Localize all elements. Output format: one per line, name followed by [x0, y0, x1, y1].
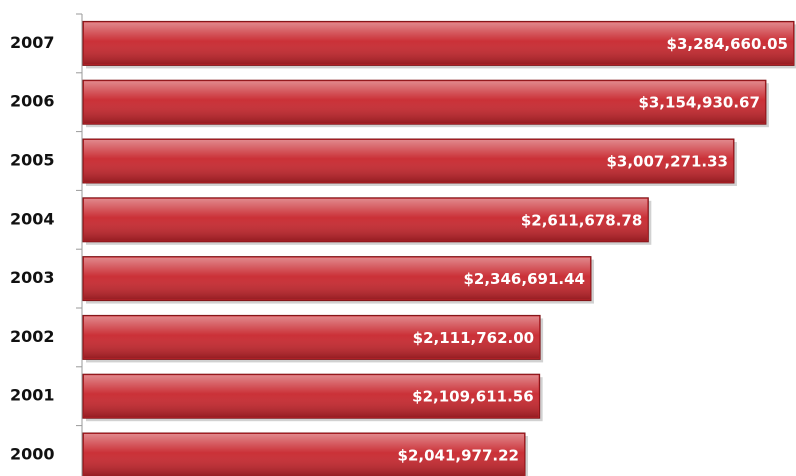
value-label: $2,346,691.44	[463, 270, 584, 288]
value-label: $2,041,977.22	[398, 447, 519, 465]
bar-gloss	[84, 257, 590, 300]
value-label: $2,111,762.00	[413, 329, 534, 347]
y-tick-label: 2001	[10, 386, 55, 405]
bar-gloss	[84, 198, 648, 241]
y-tick-label: 2000	[10, 445, 55, 464]
value-label: $3,154,930.67	[638, 94, 759, 112]
y-tick-label: 2003	[10, 268, 55, 287]
y-tick-label: 2004	[10, 209, 55, 228]
y-tick-label: 2005	[10, 151, 55, 170]
y-tick-label: 2006	[10, 92, 55, 111]
y-tick-label: 2002	[10, 327, 55, 346]
bar-gloss	[84, 375, 539, 418]
value-label: $2,109,611.56	[412, 388, 533, 406]
bar-gloss	[84, 434, 525, 476]
bar-gloss	[84, 22, 793, 65]
bar-gloss	[84, 316, 540, 359]
bar-gloss	[84, 140, 733, 182]
y-tick-label: 2007	[10, 33, 55, 52]
bar-gloss	[84, 81, 765, 124]
value-label: $3,007,271.33	[606, 153, 727, 171]
value-label: $3,284,660.05	[667, 35, 788, 53]
value-label: $2,611,678.78	[521, 211, 642, 229]
